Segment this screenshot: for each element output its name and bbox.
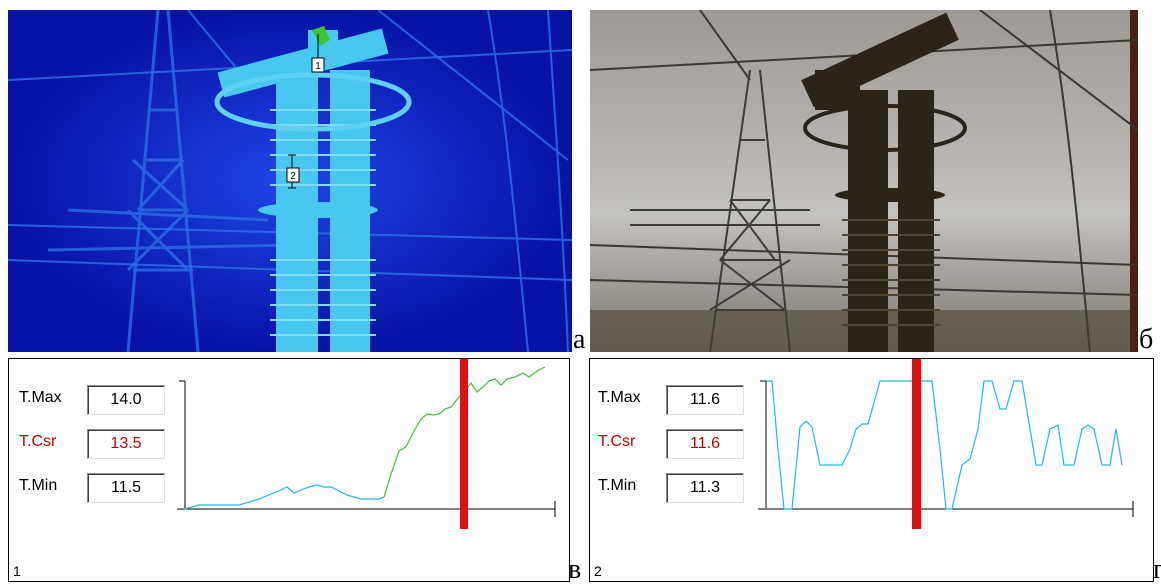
tmin-value: 11.3 <box>666 473 744 503</box>
tcsr-label: T.Csr <box>598 433 636 450</box>
graph-index-1: 1 <box>13 563 21 579</box>
tmin-label: T.Min <box>19 477 58 494</box>
thermal-scene: 1 2 <box>8 10 572 352</box>
tmax-value: 14.0 <box>87 385 165 415</box>
tcsr-value: 11.6 <box>666 429 744 459</box>
photo-scene <box>590 10 1138 352</box>
tmax-label: T.Max <box>19 389 62 406</box>
tcsr-label: T.Csr <box>19 433 57 450</box>
marker-1: 1 <box>311 34 325 73</box>
hot-spot <box>312 26 330 46</box>
visible-photo <box>590 10 1138 352</box>
temperature-graph-1: T.Max 14.0 T.Csr 13.5 T.Min 11.5 1 <box>8 358 570 582</box>
insulator-ribs-photo <box>842 219 940 326</box>
tmax-value: 11.6 <box>666 385 744 415</box>
background-tower <box>47 10 289 352</box>
thermal-image: 1 2 <box>8 10 572 352</box>
panel-label-g: г <box>1153 554 1161 585</box>
profile-line <box>766 380 1123 510</box>
tmax-label: T.Max <box>598 389 641 406</box>
panel-label-a: а <box>573 324 586 355</box>
profile-chart-2 <box>758 359 1134 529</box>
tmin-value: 11.5 <box>87 473 165 503</box>
marker-1-label: 1 <box>315 61 321 72</box>
graph-index-2: 2 <box>594 563 602 579</box>
panel-label-b: б <box>1139 324 1154 355</box>
profile-line-cool <box>184 484 385 510</box>
temperature-graph-2: T.Max 11.6 T.Csr 11.6 T.Min 11.3 2 <box>589 358 1154 582</box>
grading-ring <box>214 72 412 132</box>
cursor-bar[interactable] <box>460 359 468 529</box>
grading-ring-photo <box>803 104 967 152</box>
profile-chart-1 <box>177 359 556 529</box>
flange <box>258 202 378 218</box>
tcsr-value: 13.5 <box>87 429 165 459</box>
tmin-label: T.Min <box>598 477 637 494</box>
cursor-bar[interactable] <box>912 359 921 529</box>
panel-label-v: в <box>568 554 582 585</box>
marker-2-label: 2 <box>290 171 296 182</box>
marker-2: 2 <box>286 154 300 189</box>
flange-photo <box>835 188 945 202</box>
